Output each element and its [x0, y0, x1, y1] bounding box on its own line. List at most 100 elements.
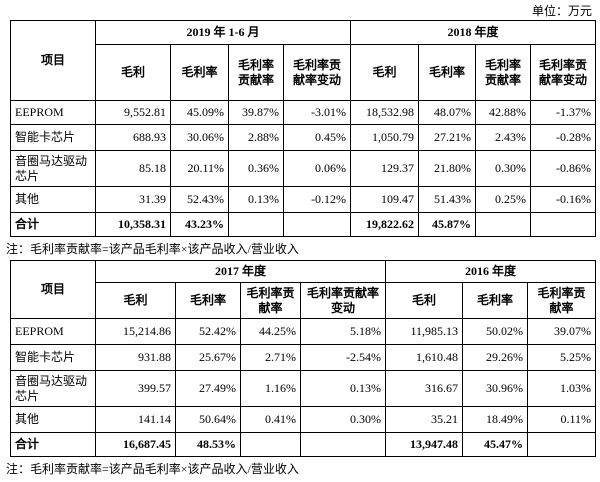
- value-cell: 43.23%: [170, 212, 229, 237]
- value-cell-text: 0.36%: [248, 161, 279, 175]
- data-row: 音圈马达驱动芯片 399.57 27.49% 1.16% 0.13% 316.67 30.9…: [10, 370, 596, 407]
- value-cell: 931.88: [95, 344, 176, 371]
- value-cell: 1,610.48: [385, 344, 463, 371]
- value-cell-text: 50.02%: [486, 324, 523, 338]
- value-cell: 21.80%: [418, 150, 476, 187]
- value-cell-text: 316.67: [425, 381, 458, 395]
- value-cell: 13,947.48: [385, 432, 463, 457]
- column-header-text: 毛利率贡献率变动: [538, 57, 587, 87]
- financial-table: 项目 2019 年 1-6 月 2018 年度 毛利 毛利率 毛利率贡献率 毛利率贡献率变动…: [10, 20, 596, 237]
- value-cell: 35.21: [385, 406, 463, 433]
- item-cell: 合计: [10, 212, 96, 237]
- item-cell-text: 智能卡芯片: [15, 350, 76, 364]
- period-header-row: 项目 2017 年度 2016 年度: [10, 260, 596, 319]
- column-header-row: 毛利 毛利率 毛利率贡献率 毛利率贡献率变动 毛利 毛利率 毛利率贡献率 毛利率贡献率变动: [11, 44, 596, 101]
- value-cell-text: 43.23%: [185, 217, 224, 231]
- value-cell: 30.96%: [462, 370, 528, 407]
- value-cell-text: 0.25%: [495, 192, 526, 206]
- value-cell-text: 16,687.45: [123, 437, 171, 451]
- value-cell: 18,532.98: [350, 100, 419, 125]
- column-header: 毛利率贡献率变动: [300, 282, 386, 319]
- value-cell-text: -0.16%: [556, 192, 591, 206]
- column-header-text: 毛利: [123, 293, 148, 307]
- column-header: 毛利率贡献率: [240, 282, 301, 319]
- value-cell: 39.07%: [527, 318, 596, 345]
- value-cell-text: 0.30%: [495, 161, 526, 175]
- value-cell-text: 109.47: [381, 192, 414, 206]
- value-cell: 5.25%: [527, 344, 596, 371]
- value-cell: 20.11%: [170, 150, 229, 187]
- column-header: 毛利: [350, 44, 419, 101]
- value-cell-text: 9,552.81: [124, 105, 166, 119]
- data-row: EEPROM 15,214.86 52.42% 44.25% 5.18% 11,985.1…: [10, 318, 596, 345]
- item-cell: 合计: [10, 432, 96, 457]
- value-cell: 45.47%: [462, 432, 528, 457]
- value-cell: 31.39: [95, 186, 171, 213]
- value-cell-text: 50.64%: [199, 412, 236, 426]
- value-cell: 25.67%: [175, 344, 241, 371]
- value-cell-text: 30.96%: [486, 381, 523, 395]
- column-header: 毛利: [95, 282, 176, 319]
- value-cell-text: 85.18: [139, 161, 166, 175]
- column-header-text: 毛利率贡献率变动: [292, 57, 341, 87]
- data-row: EEPROM 9,552.81 45.09% 39.87% -3.01% 18,532.9…: [10, 100, 596, 125]
- value-cell: 0.06%: [283, 150, 351, 187]
- value-cell: 16,687.45: [95, 432, 176, 457]
- value-cell: 0.30%: [300, 406, 386, 433]
- value-cell: 0.45%: [283, 124, 351, 151]
- period-header-text: 2019 年 1-6 月: [186, 25, 260, 39]
- value-cell: 27.49%: [175, 370, 241, 407]
- value-cell-text: -0.12%: [311, 192, 346, 206]
- period-header: 2016 年度: [385, 260, 596, 283]
- value-cell: 2.43%: [475, 124, 531, 151]
- value-cell: 141.14: [95, 406, 176, 433]
- value-cell: 109.47: [350, 186, 419, 213]
- period-header-row: 项目 2019 年 1-6 月 2018 年度: [10, 20, 596, 101]
- value-cell: 316.67: [385, 370, 463, 407]
- value-cell: [300, 432, 386, 457]
- value-cell-text: 52.42%: [199, 324, 236, 338]
- column-header-text: 毛利率: [181, 65, 218, 79]
- value-cell-text: 48.07%: [434, 105, 471, 119]
- value-cell: 44.25%: [240, 318, 301, 345]
- column-header: 毛利率贡献率: [228, 44, 284, 101]
- value-cell: 0.13%: [228, 186, 284, 213]
- value-cell: 45.09%: [170, 100, 229, 125]
- value-cell-text: 44.25%: [259, 324, 296, 338]
- value-cell-text: 1.16%: [265, 381, 296, 395]
- column-header-text: 毛利: [372, 65, 397, 79]
- column-header-text: 毛利率贡献率: [246, 285, 295, 315]
- value-cell: 19,822.62: [350, 212, 419, 237]
- column-header: 毛利: [385, 282, 463, 319]
- column-header-text: 毛利率贡献率: [237, 57, 274, 87]
- value-cell-text: 2.43%: [495, 130, 526, 144]
- item-cell-text: 其他: [15, 192, 40, 206]
- item-cell-text: 音圈马达驱动芯片: [15, 373, 88, 403]
- value-cell: 2.88%: [228, 124, 284, 151]
- item-cell-text: 音圈马达驱动芯片: [15, 153, 88, 183]
- item-cell: 音圈马达驱动芯片: [10, 150, 96, 187]
- item-cell-text: 智能卡芯片: [15, 130, 76, 144]
- value-cell: 27.21%: [418, 124, 476, 151]
- column-header-text: 毛利: [411, 293, 436, 307]
- item-header: 项目: [10, 260, 96, 319]
- value-cell-text: -2.54%: [346, 350, 381, 364]
- value-cell: 48.07%: [418, 100, 476, 125]
- item-cell: 智能卡芯片: [10, 124, 96, 151]
- value-cell-text: 0.11%: [560, 412, 591, 426]
- value-cell: 1.16%: [240, 370, 301, 407]
- value-cell: 0.11%: [527, 406, 596, 433]
- value-cell-text: 5.25%: [560, 350, 591, 364]
- item-header: 项目: [10, 20, 96, 101]
- data-row: 其他 141.14 50.64% 0.41% 0.30% 35.21 18.49% 0.11%: [10, 406, 596, 433]
- value-cell-text: 51.43%: [434, 192, 471, 206]
- period-header: 2018 年度: [350, 20, 596, 45]
- value-cell: 9,552.81: [95, 100, 171, 125]
- item-cell-text: 合计: [15, 437, 40, 451]
- value-cell: 0.25%: [475, 186, 531, 213]
- data-row: 音圈马达驱动芯片 85.18 20.11% 0.36% 0.06% 129.37 21.80…: [10, 150, 596, 187]
- value-cell-text: 0.30%: [350, 412, 381, 426]
- column-header-row: 毛利 毛利率 毛利率贡献率 毛利率贡献率变动 毛利 毛利率 毛利率贡献率: [11, 282, 596, 319]
